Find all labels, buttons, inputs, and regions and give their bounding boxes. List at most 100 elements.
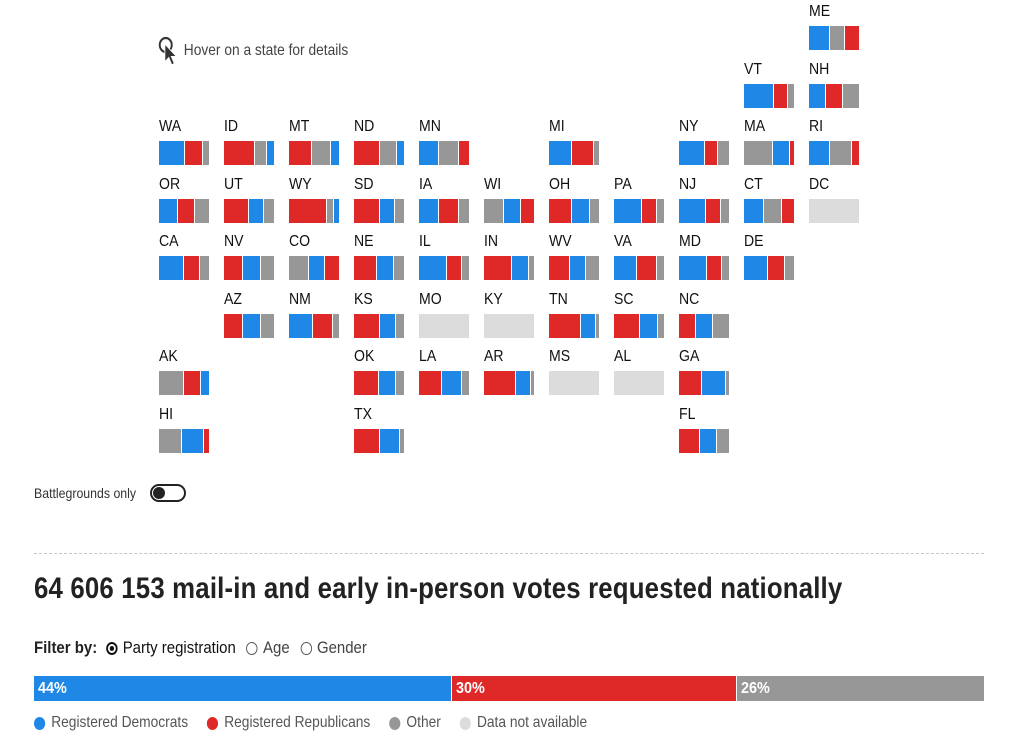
state-tile-nj[interactable]: NJ — [679, 176, 729, 226]
state-tile-vt[interactable]: VT — [744, 61, 794, 111]
state-share-bar — [354, 313, 404, 338]
state-tile-nm[interactable]: NM — [289, 291, 339, 341]
share-segment-rep — [354, 141, 379, 165]
state-share-bar — [419, 313, 469, 338]
state-tile-ct[interactable]: CT — [744, 176, 794, 226]
state-tile-ms[interactable]: MS — [549, 348, 599, 398]
state-share-bar — [809, 83, 859, 108]
filter-option-age[interactable]: Age — [246, 638, 290, 658]
state-tile-mi[interactable]: MI — [549, 118, 599, 168]
state-tile-id[interactable]: ID — [224, 118, 274, 168]
state-tile-nd[interactable]: ND — [354, 118, 404, 168]
filter-option-gender[interactable]: Gender — [300, 638, 367, 658]
national-other-segment[interactable]: 26% — [737, 676, 984, 701]
state-tile-de[interactable]: DE — [744, 233, 794, 283]
share-segment-oth — [396, 371, 404, 395]
share-segment-rep — [178, 198, 194, 223]
state-tile-mt[interactable]: MT — [289, 118, 339, 168]
state-tile-hi[interactable]: HI — [159, 406, 209, 456]
share-segment-rep — [354, 313, 379, 338]
national-rep-segment[interactable]: 30% — [452, 676, 737, 701]
state-tile-wy[interactable]: WY — [289, 176, 339, 226]
state-abbr: SD — [354, 175, 374, 193]
state-share-bar — [224, 198, 274, 223]
share-segment-oth — [327, 198, 333, 223]
state-abbr: DC — [809, 175, 830, 193]
state-tile-az[interactable]: AZ — [224, 291, 274, 341]
share-segment-dem — [201, 371, 209, 395]
state-abbr: OH — [549, 175, 571, 193]
state-tile-ia[interactable]: IA — [419, 176, 469, 226]
share-segment-oth — [726, 371, 729, 395]
share-segment-rep — [845, 26, 859, 50]
state-abbr: ME — [809, 3, 831, 20]
state-tile-fl[interactable]: FL — [679, 406, 729, 456]
state-tile-nh[interactable]: NH — [809, 61, 859, 111]
share-segment-rep — [679, 428, 699, 453]
state-tile-il[interactable]: IL — [419, 233, 469, 283]
state-tile-sc[interactable]: SC — [614, 291, 664, 341]
state-tile-al[interactable]: AL — [614, 348, 664, 398]
filter-option-party[interactable]: Party registration — [105, 638, 236, 658]
battlegrounds-toggle[interactable] — [149, 484, 186, 502]
state-share-bar — [289, 141, 339, 165]
share-segment-dem — [700, 428, 716, 453]
state-tile-mn[interactable]: MN — [419, 118, 469, 168]
state-tile-co[interactable]: CO — [289, 233, 339, 283]
state-tile-mo[interactable]: MO — [419, 291, 469, 341]
state-tile-ks[interactable]: KS — [354, 291, 404, 341]
state-tile-wi[interactable]: WI — [484, 176, 534, 226]
pointer-cursor-icon — [158, 36, 178, 66]
state-tile-dc[interactable]: DC — [809, 176, 859, 226]
state-tile-wv[interactable]: WV — [549, 233, 599, 283]
state-tile-ma[interactable]: MA — [744, 118, 794, 168]
state-abbr: KS — [354, 290, 373, 308]
share-segment-dem — [549, 141, 571, 165]
state-tile-ky[interactable]: KY — [484, 291, 534, 341]
state-tile-ga[interactable]: GA — [679, 348, 729, 398]
state-tile-ak[interactable]: AK — [159, 348, 209, 398]
state-tile-ut[interactable]: UT — [224, 176, 274, 226]
state-tile-pa[interactable]: PA — [614, 176, 664, 226]
state-tile-ca[interactable]: CA — [159, 233, 209, 283]
share-segment-rep — [289, 198, 326, 223]
state-tile-ne[interactable]: NE — [354, 233, 404, 283]
rep-dot-icon — [207, 716, 219, 730]
state-tile-md[interactable]: MD — [679, 233, 729, 283]
state-tile-la[interactable]: LA — [419, 348, 469, 398]
state-abbr: OR — [159, 175, 181, 193]
state-tile-tx[interactable]: TX — [354, 406, 404, 456]
share-segment-rep — [419, 371, 441, 395]
state-tile-tn[interactable]: TN — [549, 291, 599, 341]
state-tile-wa[interactable]: WA — [159, 118, 209, 168]
state-tile-va[interactable]: VA — [614, 233, 664, 283]
state-tile-ri[interactable]: RI — [809, 118, 859, 168]
state-tile-me[interactable]: ME — [809, 3, 859, 53]
state-tile-nv[interactable]: NV — [224, 233, 274, 283]
share-segment-oth — [200, 256, 209, 280]
state-tile-oh[interactable]: OH — [549, 176, 599, 226]
share-segment-oth — [764, 198, 781, 223]
national-dem-segment[interactable]: 44% — [34, 676, 452, 701]
share-segment-dem — [640, 313, 657, 338]
state-share-bar — [159, 141, 209, 165]
state-tile-ny[interactable]: NY — [679, 118, 729, 168]
state-tile-nc[interactable]: NC — [679, 291, 729, 341]
state-tile-ar[interactable]: AR — [484, 348, 534, 398]
state-abbr: FL — [679, 405, 696, 423]
state-tile-sd[interactable]: SD — [354, 176, 404, 226]
state-share-bar — [354, 428, 404, 453]
state-tile-in[interactable]: IN — [484, 233, 534, 283]
state-tile-ok[interactable]: OK — [354, 348, 404, 398]
legend-item-rep: Registered Republicans — [207, 714, 370, 732]
state-abbr: NJ — [679, 175, 697, 193]
battlegrounds-label: Battlegrounds only — [34, 485, 137, 501]
share-segment-oth — [395, 198, 404, 223]
state-share-bar — [809, 26, 859, 50]
state-share-bar — [679, 313, 729, 338]
share-segment-dem — [419, 256, 446, 280]
state-share-bar — [159, 428, 209, 453]
share-segment-dem — [243, 256, 260, 280]
filter-option-label: Party registration — [122, 638, 236, 657]
state-tile-or[interactable]: OR — [159, 176, 209, 226]
